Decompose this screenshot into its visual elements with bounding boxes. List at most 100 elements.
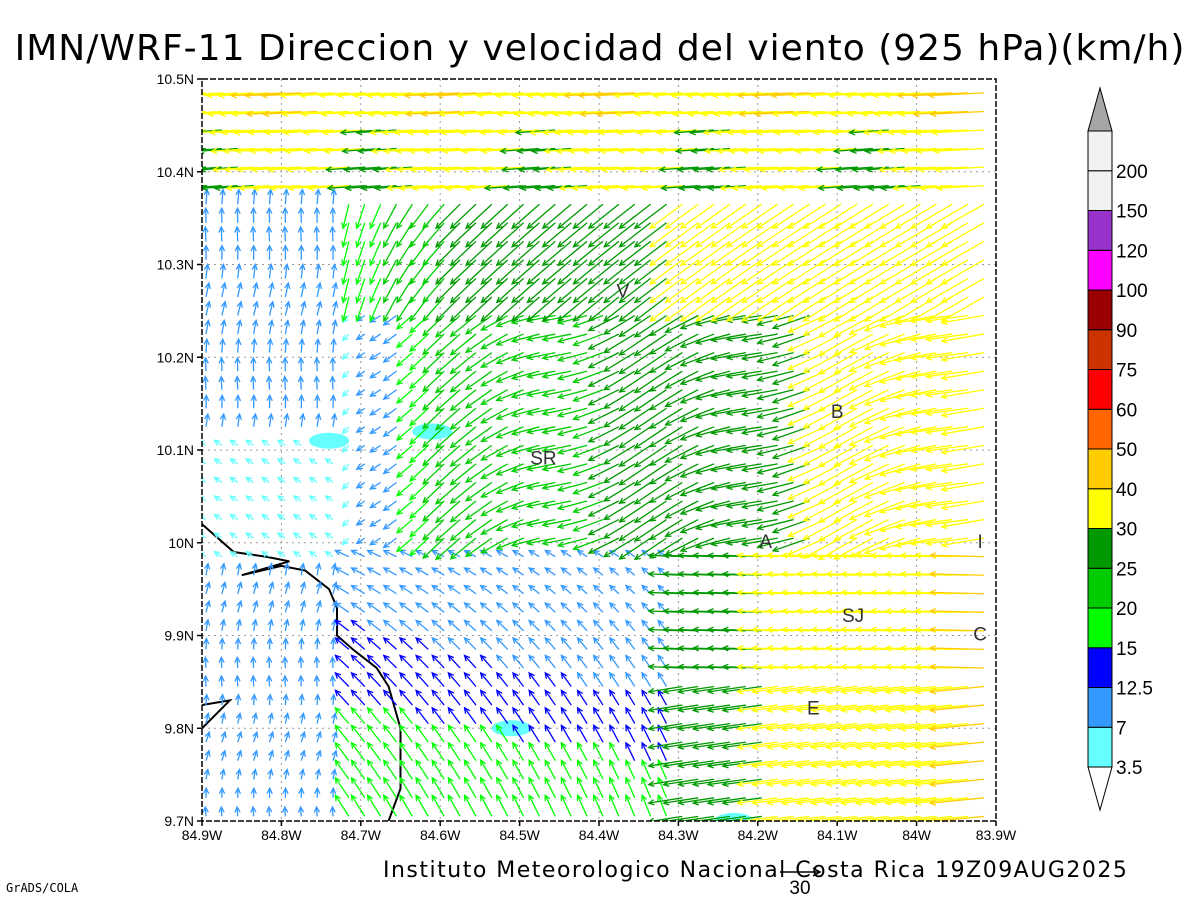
wind-arrow	[618, 222, 652, 248]
wind-arrow	[592, 724, 604, 743]
wind-arrow	[382, 654, 397, 669]
wind-arrow	[382, 619, 397, 632]
wind-arrow	[422, 203, 445, 230]
wind-arrow	[382, 584, 397, 595]
wind-arrow	[787, 222, 826, 248]
wind-arrow	[398, 654, 413, 669]
wind-arrow	[283, 319, 291, 335]
wind-arrow	[495, 240, 525, 267]
wind-arrow	[248, 147, 302, 155]
wind-arrow	[236, 749, 243, 761]
wind-arrow	[483, 184, 524, 192]
wind-arrow	[510, 203, 540, 230]
wind-arrow	[447, 654, 461, 669]
wind-arrow	[250, 637, 258, 650]
wind-arrow	[447, 619, 461, 632]
wind-arrow	[511, 584, 524, 595]
wind-arrow	[250, 655, 257, 668]
wind-arrow	[299, 412, 306, 427]
wind-arrow	[528, 724, 541, 743]
wind-arrow	[235, 562, 243, 576]
wind-arrow	[510, 463, 540, 474]
wind-arrow	[787, 259, 826, 285]
wind-arrow	[266, 693, 274, 706]
wind-arrow	[780, 797, 826, 806]
wind-arrow	[924, 389, 969, 398]
wind-arrow	[528, 601, 540, 613]
wind-arrow	[251, 768, 258, 780]
wind-arrow	[480, 259, 509, 285]
wind-arrow	[329, 674, 336, 687]
wind-arrow	[802, 481, 842, 503]
city-label: B	[831, 402, 844, 423]
wind-arrow	[382, 147, 429, 155]
wind-arrow	[624, 584, 636, 595]
wind-arrow	[329, 206, 337, 223]
wind-arrow	[618, 277, 652, 304]
wind-arrow	[350, 706, 366, 725]
wind-arrow	[422, 370, 445, 393]
wind-arrow	[556, 463, 588, 474]
wind-arrow	[869, 685, 921, 695]
wind-arrow	[633, 296, 667, 322]
wind-arrow	[528, 759, 541, 780]
wind-arrow	[544, 689, 556, 706]
wind-arrow	[940, 444, 985, 455]
wind-arrow	[603, 259, 636, 285]
wind-arrow	[740, 481, 778, 491]
x-tick-label: 84.6W	[420, 827, 461, 843]
wind-arrow	[899, 722, 953, 732]
wind-arrow	[341, 537, 350, 546]
wind-arrow	[441, 147, 492, 155]
wind-arrow	[913, 704, 969, 714]
wind-arrow	[525, 500, 556, 509]
wind-arrow	[418, 92, 476, 99]
wind-arrow	[884, 741, 937, 751]
wind-arrow	[480, 444, 509, 461]
wind-arrow	[940, 426, 985, 437]
wind-arrow	[447, 602, 461, 613]
wind-arrow	[879, 203, 921, 229]
wind-arrow	[894, 203, 937, 229]
wind-arrow	[664, 333, 699, 352]
wind-arrow	[572, 277, 604, 304]
wind-arrow	[480, 537, 509, 554]
wind-arrow	[679, 518, 715, 534]
wind-arrow	[900, 815, 953, 821]
wind-arrow	[510, 500, 540, 511]
wind-arrow	[664, 500, 699, 519]
wind-arrow	[330, 412, 338, 427]
wind-arrow	[430, 549, 445, 558]
colorbar-label: 90	[1116, 321, 1137, 342]
wind-arrow	[715, 147, 762, 155]
wind-arrow	[741, 259, 779, 285]
wind-arrow	[228, 513, 239, 521]
wind-arrow	[756, 426, 794, 438]
wind-arrow	[350, 584, 366, 595]
wind-arrow	[633, 500, 667, 524]
wind-arrow	[382, 333, 397, 345]
wind-arrow	[276, 513, 286, 521]
wind-arrow	[833, 537, 874, 560]
wind-arrow	[648, 370, 683, 392]
wind-arrow	[234, 356, 241, 372]
wind-arrow	[833, 444, 874, 467]
wind-arrow	[925, 259, 969, 285]
wind-arrow	[395, 426, 413, 442]
wind-arrow	[447, 689, 461, 706]
wind-arrow	[633, 240, 667, 267]
x-tick-label: 84W	[902, 827, 932, 843]
wind-arrow	[382, 352, 397, 363]
wind-arrow	[825, 741, 874, 751]
wind-arrow	[330, 768, 338, 780]
wind-arrow	[369, 519, 381, 527]
wind-arrow	[817, 407, 858, 431]
wind-arrow	[510, 240, 540, 267]
wind-arrow	[576, 584, 588, 595]
wind-arrow	[202, 92, 207, 94]
wind-arrow	[251, 562, 258, 576]
wind-arrow	[625, 671, 636, 687]
wind-arrow	[825, 685, 874, 695]
colorbar-segment	[1087, 369, 1113, 410]
wind-arrow	[576, 724, 588, 743]
